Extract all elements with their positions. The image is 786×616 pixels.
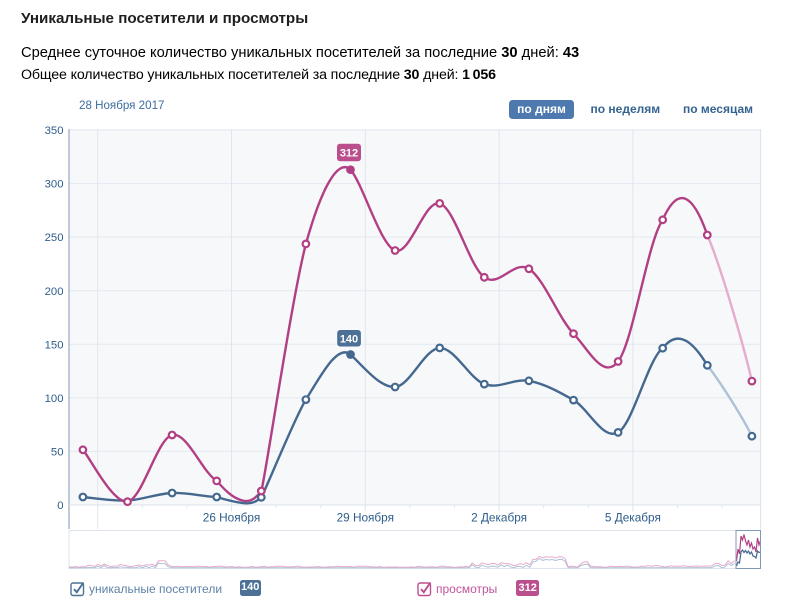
svg-text:0: 0 xyxy=(57,500,63,512)
svg-text:50: 50 xyxy=(51,447,64,459)
svg-text:5 Декабря: 5 Декабря xyxy=(605,511,661,525)
svg-text:250: 250 xyxy=(45,232,64,244)
svg-text:150: 150 xyxy=(45,339,64,351)
svg-text:312: 312 xyxy=(340,148,358,160)
svg-text:26 Ноября: 26 Ноября xyxy=(203,511,260,525)
svg-text:29 Ноября: 29 Ноября xyxy=(337,511,394,525)
svg-text:350: 350 xyxy=(45,125,64,137)
svg-text:200: 200 xyxy=(45,286,64,298)
svg-text:300: 300 xyxy=(45,179,64,191)
svg-text:140: 140 xyxy=(340,333,358,345)
svg-text:100: 100 xyxy=(45,393,64,405)
svg-text:2 Декабря: 2 Декабря xyxy=(471,511,527,525)
